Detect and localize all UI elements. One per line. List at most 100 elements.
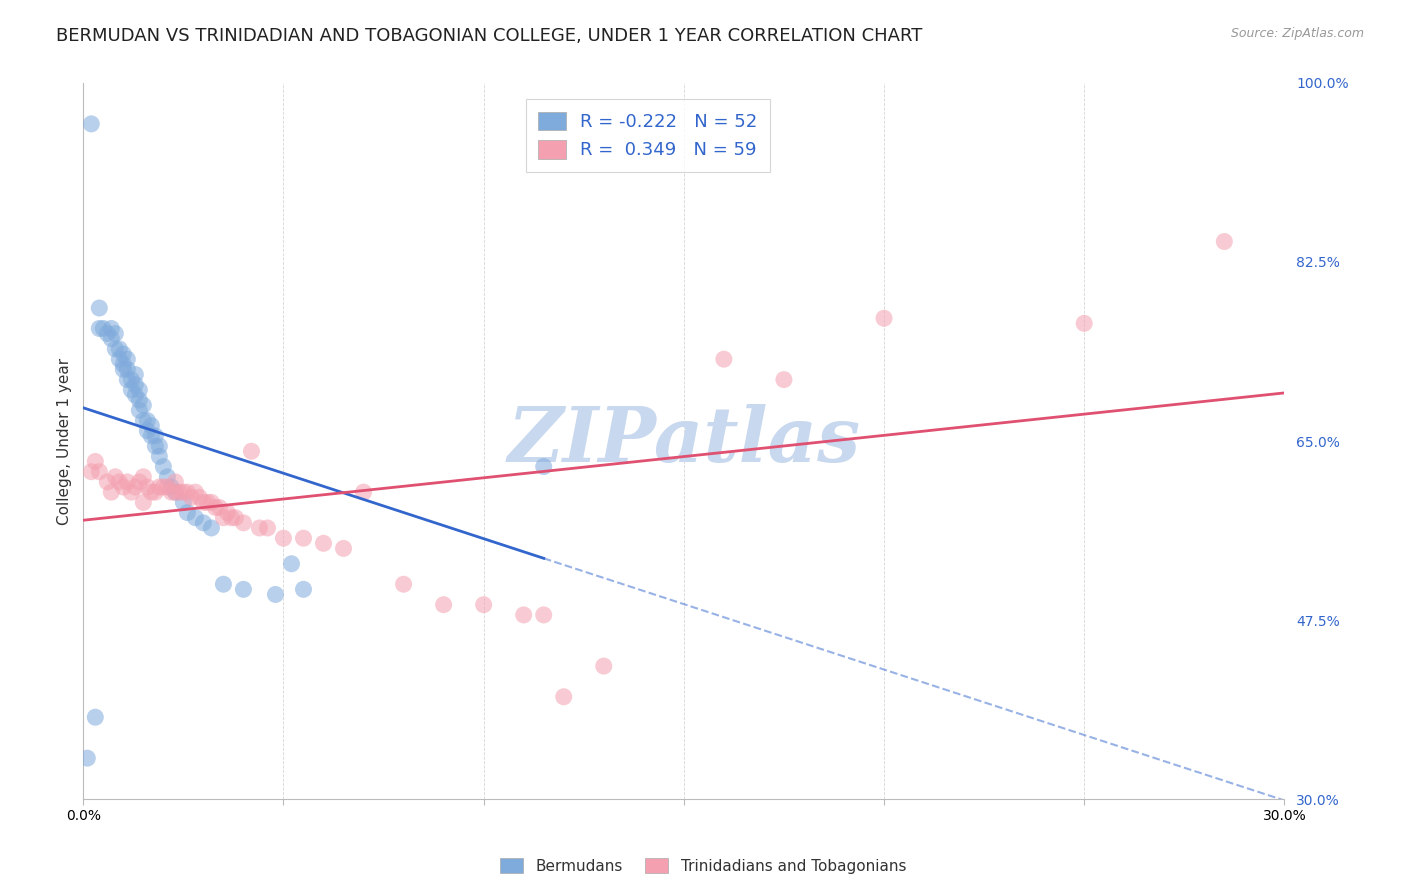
Point	[117, 475, 139, 489]
Point	[141, 429, 163, 443]
Point	[1213, 235, 1236, 249]
Point	[132, 413, 155, 427]
Point	[108, 475, 131, 489]
Point	[773, 373, 796, 387]
Text: BERMUDAN VS TRINIDADIAN AND TOBAGONIAN COLLEGE, UNDER 1 YEAR CORRELATION CHART: BERMUDAN VS TRINIDADIAN AND TOBAGONIAN C…	[56, 27, 922, 45]
Point	[533, 459, 555, 474]
Point	[188, 490, 211, 504]
Point	[100, 485, 122, 500]
Point	[232, 516, 254, 530]
Point	[176, 506, 198, 520]
Text: ZIPatlas: ZIPatlas	[508, 404, 860, 478]
Point	[136, 413, 159, 427]
Point	[152, 459, 174, 474]
Point	[91, 321, 114, 335]
Point	[156, 480, 179, 494]
Point	[197, 495, 219, 509]
Point	[84, 454, 107, 468]
Point	[512, 607, 534, 622]
Point	[128, 393, 150, 408]
Point	[232, 582, 254, 597]
Point	[124, 480, 146, 494]
Point	[96, 475, 118, 489]
Point	[132, 470, 155, 484]
Point	[280, 557, 302, 571]
Point	[172, 495, 194, 509]
Point	[873, 311, 896, 326]
Point	[353, 485, 375, 500]
Point	[108, 352, 131, 367]
Point	[117, 352, 139, 367]
Point	[553, 690, 575, 704]
Point	[104, 342, 127, 356]
Point	[200, 495, 222, 509]
Point	[89, 465, 111, 479]
Point	[124, 388, 146, 402]
Point	[392, 577, 415, 591]
Point	[240, 444, 263, 458]
Point	[104, 470, 127, 484]
Point	[89, 301, 111, 315]
Point	[152, 480, 174, 494]
Point	[180, 490, 202, 504]
Point	[217, 506, 239, 520]
Point	[89, 321, 111, 335]
Point	[84, 710, 107, 724]
Point	[165, 485, 187, 500]
Point	[212, 577, 235, 591]
Point	[172, 485, 194, 500]
Point	[184, 485, 207, 500]
Point	[200, 521, 222, 535]
Point	[533, 607, 555, 622]
Point	[112, 357, 135, 371]
Y-axis label: College, Under 1 year: College, Under 1 year	[58, 358, 72, 524]
Point	[136, 424, 159, 438]
Point	[148, 439, 170, 453]
Point	[128, 403, 150, 417]
Point	[193, 516, 215, 530]
Point	[249, 521, 271, 535]
Point	[117, 373, 139, 387]
Legend: Bermudans, Trinidadians and Tobagonians: Bermudans, Trinidadians and Tobagonians	[494, 852, 912, 880]
Point	[148, 480, 170, 494]
Point	[132, 398, 155, 412]
Point	[212, 510, 235, 524]
Point	[264, 587, 287, 601]
Point	[165, 485, 187, 500]
Point	[100, 321, 122, 335]
Point	[120, 373, 142, 387]
Point	[108, 342, 131, 356]
Point	[136, 480, 159, 494]
Point	[160, 485, 183, 500]
Point	[184, 510, 207, 524]
Point	[112, 362, 135, 376]
Point	[124, 377, 146, 392]
Point	[128, 383, 150, 397]
Point	[160, 480, 183, 494]
Point	[96, 326, 118, 341]
Point	[221, 510, 243, 524]
Point	[176, 485, 198, 500]
Point	[165, 475, 187, 489]
Point	[148, 450, 170, 464]
Point	[80, 465, 103, 479]
Legend: R = -0.222   N = 52, R =  0.349   N = 59: R = -0.222 N = 52, R = 0.349 N = 59	[526, 99, 770, 172]
Point	[120, 485, 142, 500]
Point	[141, 418, 163, 433]
Point	[433, 598, 456, 612]
Point	[193, 495, 215, 509]
Point	[80, 117, 103, 131]
Point	[141, 485, 163, 500]
Point	[112, 480, 135, 494]
Point	[292, 582, 315, 597]
Point	[1073, 317, 1095, 331]
Point	[472, 598, 495, 612]
Point	[292, 531, 315, 545]
Point	[592, 659, 614, 673]
Point	[208, 500, 231, 515]
Point	[169, 485, 191, 500]
Point	[312, 536, 335, 550]
Point	[112, 347, 135, 361]
Point	[204, 500, 226, 515]
Point	[224, 510, 246, 524]
